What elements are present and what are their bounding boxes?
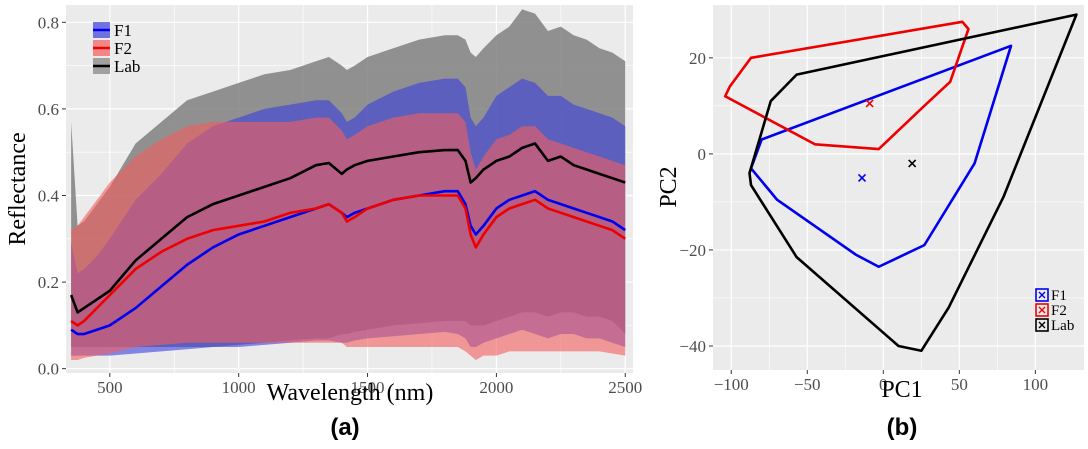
legend-label-f1: F1 <box>114 21 132 40</box>
panel-b-x-tick-labels: −100 −50 0 50 100 <box>714 370 1048 394</box>
centroid-f1 <box>857 173 867 182</box>
centroid-lab <box>908 159 917 168</box>
panel-a-y-axis-title: Reflectance <box>5 132 31 245</box>
panel-b-y-axis-title: PC2 <box>656 166 682 207</box>
panel-b-pca-chart: −100 −50 0 50 100 −40 −20 0 20 PC1 PC2 (b) F1F2… <box>656 5 1084 441</box>
hull-lab <box>748 13 1078 353</box>
panel-a-mean-lines <box>69 142 626 336</box>
x-tick-label: −50 <box>794 375 821 394</box>
panel-b-hulls <box>723 13 1078 353</box>
legend-box-lab <box>1035 318 1049 332</box>
legend-label-f1: F1 <box>1051 288 1067 304</box>
panel-b-label: (b) <box>887 414 918 441</box>
x-tick-label: 0 <box>879 375 888 394</box>
legend-label-lab: Lab <box>1051 318 1074 334</box>
ribbon-f2 <box>71 113 626 361</box>
panel-a-x-axis-title: Wavelength (nm) <box>267 380 434 406</box>
panel-b-y-tick-labels: −40 −20 0 20 <box>679 49 713 356</box>
legend-label-f2: F2 <box>114 39 132 58</box>
x-tick-label: −100 <box>714 375 749 394</box>
panel-a-spectra-chart: 500 1000 1500 2000 2500 0.0 0.2 0.4 0.6 0.8 Wave… <box>5 5 642 441</box>
x-tick-label: 100 <box>1023 375 1049 394</box>
y-tick-label: 0.0 <box>38 360 59 379</box>
y-tick-label: 0 <box>698 145 707 164</box>
y-tick-label: 0.8 <box>38 13 59 32</box>
y-tick-label: 0.6 <box>38 100 59 119</box>
mean-line-lab <box>69 142 626 314</box>
y-tick-label: 0.2 <box>38 273 59 292</box>
mean-line-f2 <box>70 194 626 327</box>
panel-b-x-axis-title: PC1 <box>881 377 922 403</box>
panel-a-y-tick-labels: 0.0 0.2 0.4 0.6 0.8 <box>38 13 66 379</box>
legend-label-f2: F2 <box>1051 303 1067 319</box>
y-tick-label: 0.4 <box>38 186 60 205</box>
y-tick-label: 20 <box>689 49 706 68</box>
x-tick-label: 1500 <box>351 378 385 397</box>
legend-marker-f2 <box>1038 306 1046 314</box>
y-tick-label: −40 <box>679 337 706 356</box>
centroid-f2 <box>865 99 874 108</box>
hull-f1 <box>749 44 1013 269</box>
legend-label-lab: Lab <box>114 57 140 76</box>
legend-box-f2 <box>1035 303 1049 317</box>
x-tick-label: 2500 <box>608 378 642 397</box>
panel-a-label: (a) <box>330 414 359 441</box>
x-tick-label: 500 <box>97 378 123 397</box>
panel-b-centroids <box>857 99 917 182</box>
y-tick-label: −20 <box>679 241 706 260</box>
x-tick-label: 50 <box>951 375 968 394</box>
x-tick-label: 1000 <box>222 378 256 397</box>
hull-f2 <box>723 20 970 151</box>
x-tick-label: 2000 <box>479 378 513 397</box>
legend-box-f1 <box>1035 288 1049 302</box>
legend-marker-f1 <box>1038 291 1046 299</box>
panel-a-x-tick-labels: 500 1000 1500 2000 2500 <box>97 373 642 397</box>
panel-b-background <box>713 5 1084 370</box>
legend-marker-lab <box>1038 321 1046 329</box>
